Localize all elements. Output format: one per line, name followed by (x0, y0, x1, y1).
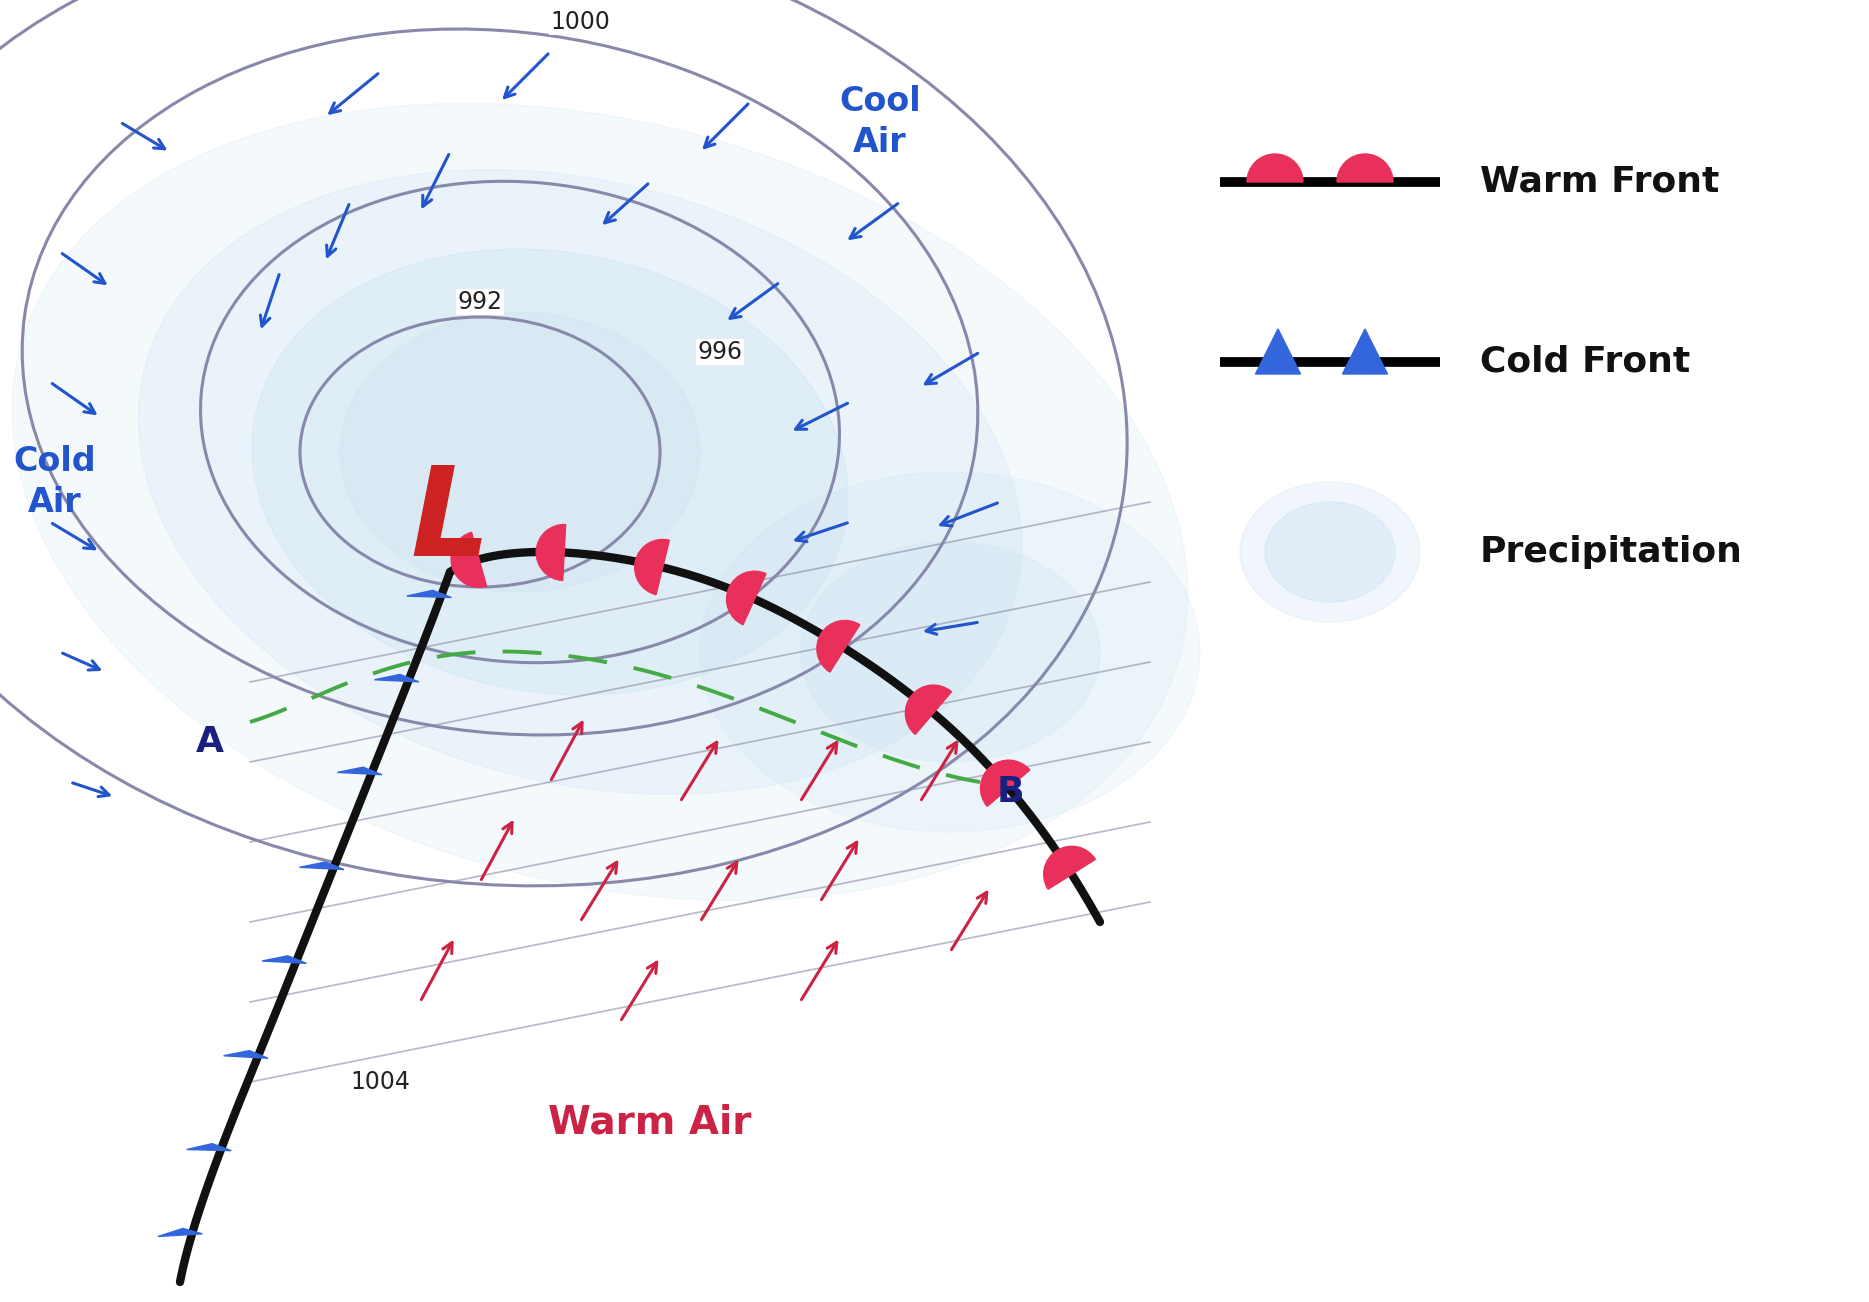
Polygon shape (262, 956, 307, 963)
Polygon shape (187, 1143, 232, 1151)
Wedge shape (905, 685, 951, 734)
Wedge shape (1043, 846, 1095, 889)
Text: B: B (996, 775, 1024, 809)
Text: 1000: 1000 (549, 10, 609, 34)
Polygon shape (1342, 329, 1387, 374)
Wedge shape (727, 572, 766, 625)
Polygon shape (1256, 329, 1301, 374)
Polygon shape (299, 862, 344, 870)
Text: 992: 992 (458, 290, 503, 314)
Text: L: L (409, 461, 490, 582)
Polygon shape (374, 674, 419, 682)
Wedge shape (1336, 154, 1392, 182)
Wedge shape (450, 533, 486, 587)
Polygon shape (407, 590, 452, 598)
Ellipse shape (1239, 482, 1420, 622)
Text: Warm Front: Warm Front (1480, 165, 1719, 199)
Ellipse shape (13, 103, 1189, 901)
Text: A: A (196, 725, 224, 759)
Ellipse shape (800, 542, 1101, 762)
Wedge shape (635, 539, 669, 595)
Text: Cold
Air: Cold Air (13, 445, 97, 519)
Ellipse shape (1265, 503, 1394, 602)
Text: Cold Front: Cold Front (1480, 345, 1690, 379)
Text: 996: 996 (697, 340, 742, 365)
Text: Warm Air: Warm Air (548, 1103, 751, 1141)
Text: Precipitation: Precipitation (1480, 535, 1744, 569)
Wedge shape (981, 760, 1030, 806)
Text: Cool
Air: Cool Air (839, 85, 921, 159)
Polygon shape (159, 1229, 202, 1237)
Ellipse shape (138, 169, 1022, 794)
Ellipse shape (340, 312, 701, 592)
Wedge shape (817, 621, 860, 672)
Text: 1004: 1004 (350, 1070, 409, 1094)
Ellipse shape (252, 249, 849, 695)
Wedge shape (536, 525, 566, 581)
Wedge shape (1247, 154, 1303, 182)
Polygon shape (224, 1051, 267, 1059)
Polygon shape (338, 767, 381, 775)
Ellipse shape (701, 473, 1200, 832)
